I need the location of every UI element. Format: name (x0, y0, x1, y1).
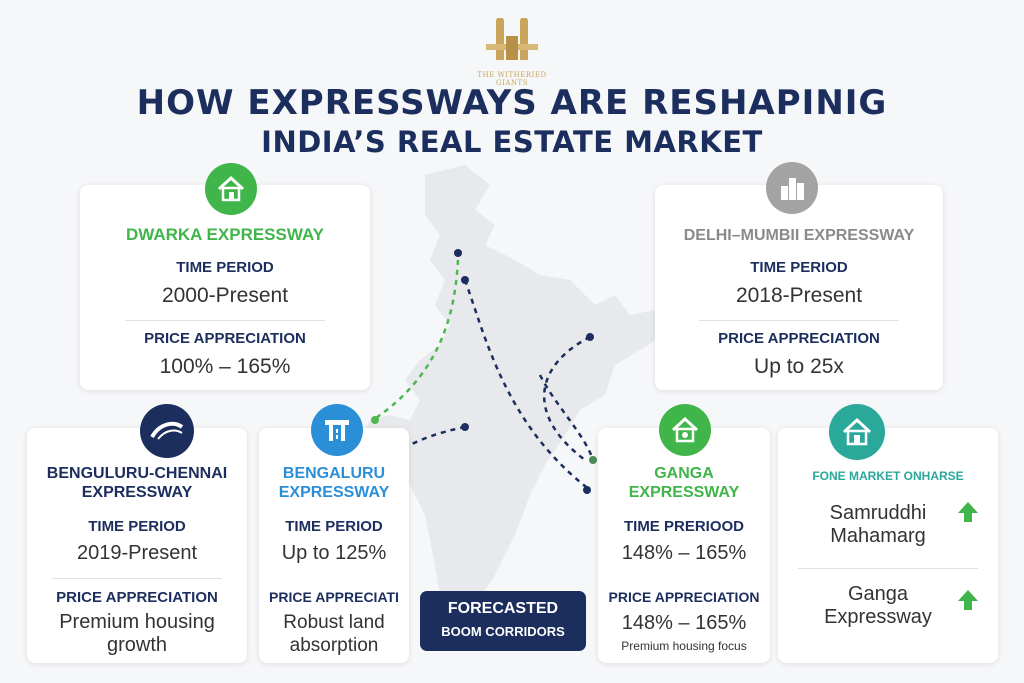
price-appreciation-label: PRICE APPRECIATI (269, 589, 399, 605)
page-subtitle: INDIA’S REAL ESTATE MARKET (261, 125, 763, 159)
divider (52, 578, 222, 579)
price-appreciation-value: 100% – 165% (159, 355, 291, 378)
price-appreciation-value: Premium housing growth (27, 611, 247, 657)
forecast-line1: FORECASTED (447, 600, 559, 617)
card-title-line1: BENGALURU (282, 465, 386, 482)
card-bengaluru-expressway: BENGALURU EXPRESSWAY TIME PERIOD Up to 1… (259, 428, 409, 663)
india-outline (360, 165, 665, 630)
time-period-label: TIME PERIOD (88, 518, 186, 535)
brand-logo: THE WITHERIED GIANTS (462, 14, 562, 87)
card-title-line2: EXPRESSWAY (81, 484, 193, 501)
house-icon (659, 404, 711, 456)
card-title-line2: EXPRESSWAY (628, 484, 740, 501)
card-note: Premium housing focus (621, 639, 747, 653)
price-appreciation-value: 148% – 165% (621, 612, 747, 634)
page-title: HOW EXPRESSWAYS ARE RESHAPINIG (136, 83, 888, 123)
house-icon (205, 163, 257, 215)
price-appreciation-value: Up to 25x (754, 355, 844, 378)
time-period-value: 2018-Present (735, 284, 863, 307)
card-title: DWARKA EXPRESSWAY (125, 225, 325, 244)
divider (798, 568, 978, 569)
time-period-value: 2000-Present (161, 284, 289, 307)
card-title-line1: GANGA (654, 465, 714, 482)
arrow-up-icon (958, 590, 978, 610)
forecasted-boom-corridors-button[interactable]: FORECASTED BOOM CORRIDORS (420, 591, 586, 651)
home-market-icon (829, 404, 885, 460)
logo-mark (486, 14, 538, 60)
card-title: GANGA EXPRESSWAY (598, 464, 770, 502)
buildings-icon (766, 162, 818, 214)
card-title: BENGULURU-CHENNAI EXPRESSWAY (27, 464, 247, 502)
card-title: BENGALURU EXPRESSWAY (259, 464, 409, 502)
highway-icon (311, 404, 363, 456)
time-period-value: 2019-Present (76, 542, 198, 564)
list-item-ganga-expressway: Ganga Expressway (808, 583, 948, 629)
item-line1: Samruddhi (829, 502, 927, 524)
card-dwarka-expressway: DWARKA EXPRESSWAY TIME PERIOD 2000-Prese… (80, 185, 370, 390)
card-delhi-mumbai-expressway: DELHI–MUMBII EXPRESSWAY TIME PERIOD 2018… (655, 185, 943, 390)
card-title-line2: EXPRESSWAY (278, 484, 390, 501)
road-icon (140, 404, 194, 458)
card-bengaluru-chennai-expressway: BENGULURU-CHENNAI EXPRESSWAY TIME PERIOD… (27, 428, 247, 663)
arrow-up-icon (958, 502, 978, 522)
list-item-samruddhi-mahamarg: Samruddhi Mahamarg (808, 502, 948, 548)
time-period-label: TIME PERIOD (176, 259, 274, 276)
divider (125, 320, 325, 321)
time-period-label: TIME PERIOD (750, 259, 848, 276)
card-title-line1: BENGULURU-CHENNAI (46, 465, 228, 482)
item-line1: Ganga (847, 583, 909, 605)
price-appreciation-label: PRICE APPRECIATION (718, 330, 880, 347)
logo-caption: THE WITHERIED GIANTS (477, 71, 547, 87)
india-map (360, 165, 665, 630)
card-title: FONE MARKET ONHARSE (812, 469, 964, 483)
card-title: DELHI–MUMBII EXPRESSWAY (683, 227, 915, 244)
price-value-line2: absorption (289, 635, 379, 656)
time-period-value: Up to 125% (281, 542, 387, 564)
card-ganga-expressway: GANGA EXPRESSWAY TIME PRERIOOD 148% – 16… (598, 428, 770, 663)
divider (699, 320, 899, 321)
item-line2: Mahamarg (830, 525, 926, 547)
time-period-label: TIME PERIOD (285, 518, 383, 535)
card-home-market: FONE MARKET ONHARSE Samruddhi Mahamarg G… (778, 428, 998, 663)
time-period-value: 148% – 165% (621, 542, 747, 564)
price-value-line2: growth (106, 634, 168, 656)
price-appreciation-label: PRICE APPRECIATION (608, 589, 760, 605)
price-value-line1: Robust land (283, 612, 385, 633)
price-value-line1: Premium housing (59, 611, 215, 633)
price-appreciation-label: PRICE APPRECIATION (56, 589, 218, 606)
price-appreciation-value: Robust land absorption (259, 611, 409, 657)
price-appreciation-label: PRICE APPRECIATION (144, 330, 306, 347)
forecast-line2: BOOM CORRIDORS (441, 624, 565, 639)
time-period-label: TIME PRERIOOD (623, 518, 744, 535)
item-line2: Expressway (824, 606, 932, 628)
